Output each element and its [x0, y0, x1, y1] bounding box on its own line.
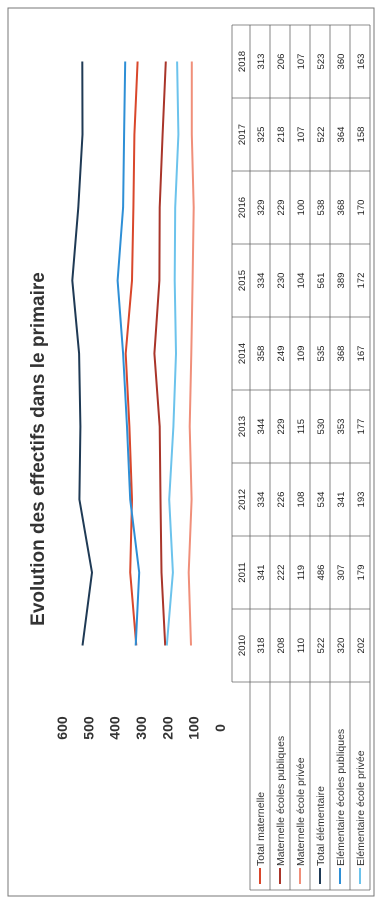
data-label: 535 [316, 346, 327, 362]
data-label: 109 [296, 346, 307, 362]
data-label: 320 [336, 638, 347, 654]
data-label: 119 [296, 565, 307, 580]
data-label: 368 [336, 200, 347, 216]
x-tick-label: 2018 [237, 51, 248, 72]
data-label: 344 [256, 419, 267, 435]
data-label: 358 [256, 346, 267, 362]
x-tick-label: 2010 [237, 635, 248, 656]
x-tick-label: 2015 [237, 270, 248, 291]
series-line [116, 61, 141, 646]
data-label: 325 [256, 127, 267, 143]
data-label: 163 [356, 54, 367, 70]
series-line [165, 61, 180, 646]
data-label: 523 [316, 54, 327, 70]
y-tick-label: 100 [186, 716, 202, 740]
data-label: 179 [356, 565, 367, 581]
series-line [153, 61, 167, 646]
x-tick-label: 2012 [237, 489, 248, 510]
data-label: 107 [296, 54, 307, 70]
legend-entry: Maternelle école privée [295, 757, 307, 866]
data-label: 177 [356, 419, 367, 435]
plot-lines [71, 61, 195, 646]
series-line [187, 61, 195, 646]
data-label: 313 [256, 54, 267, 70]
data-label: 115 [296, 419, 307, 434]
data-label: 110 [296, 638, 307, 653]
data-label: 486 [316, 565, 327, 581]
legend-entry: Total maternelle [255, 792, 267, 866]
series-line [124, 61, 139, 646]
data-label: 202 [356, 638, 367, 654]
y-axis: 0 100 200 300 400 500 600 [54, 716, 228, 740]
data-label: 538 [316, 200, 327, 216]
data-label: 334 [256, 273, 267, 289]
data-label: 353 [336, 419, 347, 435]
data-label: 318 [256, 638, 267, 654]
data-label: 104 [296, 273, 307, 289]
data-label: 561 [316, 273, 327, 289]
y-tick-label: 500 [80, 716, 96, 740]
y-tick-label: 600 [54, 716, 70, 740]
data-label: 108 [296, 492, 307, 508]
data-label: 229 [276, 200, 287, 216]
data-label: 389 [336, 273, 347, 289]
data-label: 329 [256, 200, 267, 216]
legend-entry: Elémentaire école privée [355, 750, 367, 866]
data-label: 229 [276, 419, 287, 435]
legend-entry: Maternelle écoles publiques [275, 736, 287, 866]
data-label: 249 [276, 346, 287, 362]
data-label: 530 [316, 419, 327, 435]
data-label: 208 [276, 638, 287, 654]
y-tick-label: 0 [212, 724, 228, 732]
data-label: 172 [356, 273, 367, 289]
data-label: 534 [316, 492, 327, 508]
x-tick-label: 2013 [237, 416, 248, 437]
series-line [71, 61, 93, 646]
data-table: 2010 2011 2012 2013 2014 2015 2016 2017 2018 Tota… [231, 24, 371, 891]
x-tick-label: 2016 [237, 197, 248, 218]
y-tick-label: 400 [107, 716, 123, 740]
data-label: 107 [296, 127, 307, 143]
data-label: 230 [276, 273, 287, 289]
data-label: 307 [336, 565, 347, 581]
data-label: 167 [356, 346, 367, 362]
chart-frame [7, 7, 375, 897]
data-label: 226 [276, 492, 287, 508]
data-label: 222 [276, 565, 287, 581]
data-label: 341 [256, 565, 267, 581]
x-tick-label: 2017 [237, 124, 248, 145]
data-label: 522 [316, 638, 327, 654]
data-label: 218 [276, 127, 287, 143]
data-label: 341 [336, 492, 347, 508]
data-label: 334 [256, 492, 267, 508]
x-tick-label: 2011 [237, 562, 248, 582]
legend-entry: Elémentaire écoles publiques [335, 729, 347, 866]
y-tick-label: 200 [159, 716, 175, 740]
data-label: 206 [276, 54, 287, 70]
y-tick-label: 300 [133, 716, 149, 740]
legend-entry: Total élémentaire [315, 786, 327, 866]
data-label: 364 [336, 127, 347, 143]
data-label: 158 [356, 127, 367, 143]
data-label: 170 [356, 200, 367, 216]
data-label: 100 [296, 200, 307, 216]
x-tick-label: 2014 [237, 343, 248, 364]
data-label: 360 [336, 54, 347, 70]
data-label: 193 [356, 492, 367, 508]
chart-title: Evolution des effectifs dans le primaire [28, 272, 49, 626]
data-label: 368 [336, 346, 347, 362]
data-label: 522 [316, 127, 327, 143]
